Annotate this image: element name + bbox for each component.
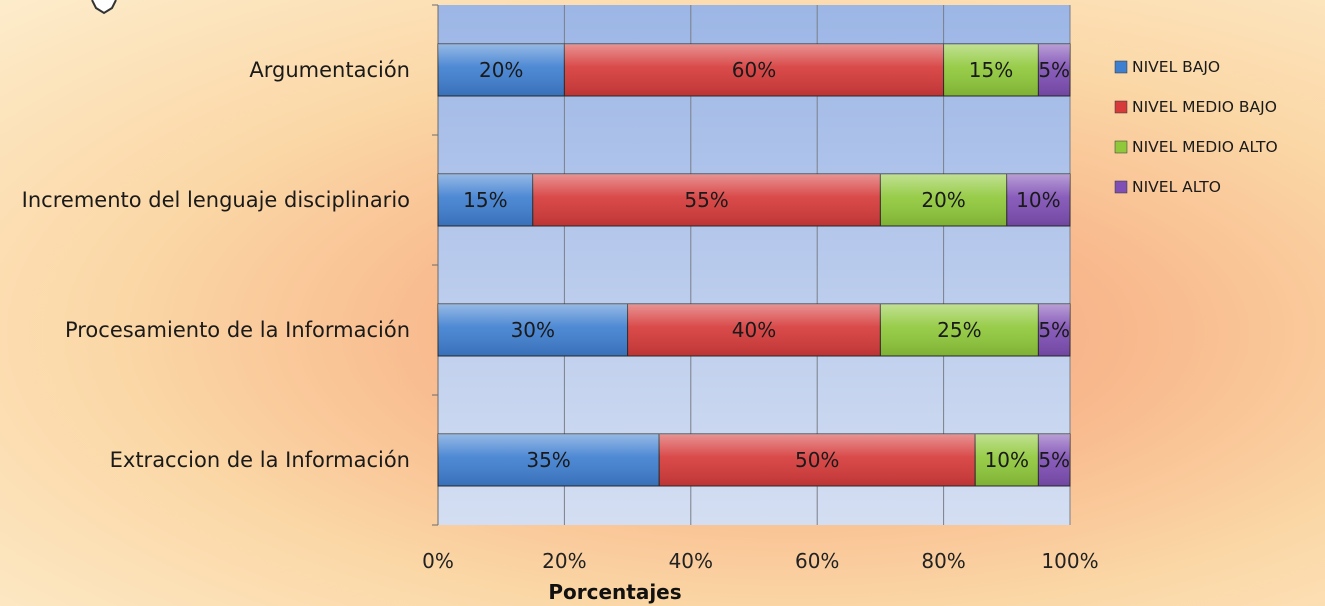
bars [437,43,1071,487]
data-label: 30% [511,318,555,342]
bar-segment-shine [880,304,1039,356]
data-label: 40% [732,318,776,342]
data-label: 5% [1038,318,1070,342]
x-axis-title: Porcentajes [548,580,681,604]
x-tick-label: 60% [795,549,839,573]
legend: NIVEL BAJO NIVEL MEDIO BAJO NIVEL MEDIO AL… [1114,58,1278,196]
bar-segment-shine [659,434,976,486]
bar-segment-shine [532,174,881,226]
bar-segment-shine [438,44,565,96]
x-tick-label: 0% [422,549,454,573]
data-label: 15% [463,188,507,212]
data-label: 55% [684,188,728,212]
bar-segment-shine [438,304,628,356]
bar-segment-shine [627,304,881,356]
data-label: 60% [732,58,776,82]
legend-label: NIVEL MEDIO BAJO [1132,98,1277,116]
x-tick-label: 40% [669,549,713,573]
bar-segment-shine [1038,304,1070,356]
x-tick-label: 20% [542,549,586,573]
legend-swatch [1114,180,1128,194]
bar-segment-shine [880,174,1007,226]
data-label: 10% [985,448,1029,472]
bar-segment-shine [1038,44,1070,96]
legend-swatch [1114,60,1128,74]
bar-segment-shine [1038,434,1070,486]
legend-label: NIVEL BAJO [1132,58,1220,76]
x-tick-label: 100% [1041,549,1098,573]
data-label: 20% [479,58,523,82]
data-labels: 20% 60% 15% 5% 15% 55% 20% 10% 30% 40% 25% 5% 35% 50%… [463,58,1070,472]
bar-segment-shine [438,174,533,226]
category-label: Extraccion de la Información [110,448,410,472]
category-labels: Argumentación Incremento del lenguaje dis… [22,58,410,472]
legend-label: NIVEL ALTO [1132,178,1221,196]
category-label: Procesamiento de la Información [65,318,410,342]
x-tick-labels: 0% 20% 40% 60% 80% 100% [422,549,1098,573]
data-label: 5% [1038,58,1070,82]
data-label: 35% [526,448,570,472]
data-label: 5% [1038,448,1070,472]
bar-segment-shine [438,434,660,486]
legend-swatch [1114,140,1128,154]
bar-segment-shine [564,44,944,96]
axes [432,4,439,526]
category-label: Argumentación [249,58,410,82]
category-label: Incremento del lenguaje disciplinario [22,188,410,212]
data-label: 25% [937,318,981,342]
data-label: 15% [969,58,1013,82]
legend-swatch [1114,100,1128,114]
data-label: 10% [1016,188,1060,212]
x-tick-label: 80% [921,549,965,573]
bar-segment-shine [975,434,1039,486]
legend-label: NIVEL MEDIO ALTO [1132,138,1278,156]
bar-segment-shine [943,44,1039,96]
bar-segment-shine [1006,174,1070,226]
corner-badge-icon [91,0,117,15]
data-label: 50% [795,448,839,472]
data-label: 20% [921,188,965,212]
